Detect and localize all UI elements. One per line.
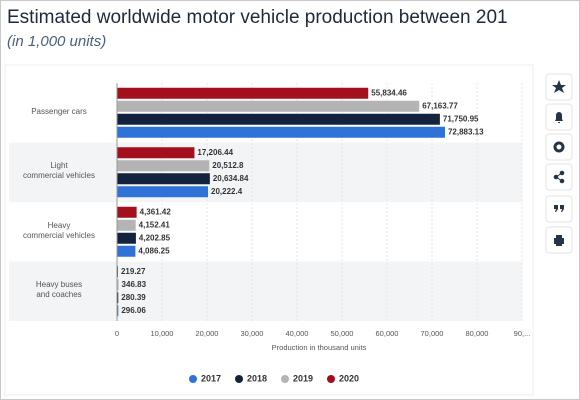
bar <box>117 173 210 185</box>
bar <box>117 292 119 304</box>
value-label: 55,834.46 <box>371 88 407 97</box>
x-tick-label: 30,000 <box>241 329 264 338</box>
band-shade <box>9 261 522 321</box>
x-tick-label: 80,000 <box>466 329 489 338</box>
value-label: 4,361.42 <box>140 207 172 216</box>
y-tick-label: Heavy buses and coaches <box>35 280 83 300</box>
value-label: 72,883.13 <box>448 127 484 136</box>
x-tick-label: 90,... <box>514 329 531 338</box>
plot-area <box>9 83 523 321</box>
legend-label: 2018 <box>247 373 267 383</box>
bar <box>117 305 119 317</box>
value-label: 20,634.84 <box>213 174 249 183</box>
value-label: 4,152.41 <box>139 220 171 229</box>
value-label: 20,222.4 <box>211 187 243 196</box>
value-label: 4,202.85 <box>139 233 171 242</box>
y-tick-label: Heavy commercial vehicles <box>22 220 96 240</box>
value-label: 4,086.25 <box>138 246 170 255</box>
value-label: 280.39 <box>121 293 146 302</box>
y-tick-label: Light commercial vehicles <box>22 161 96 181</box>
legend-label: 2020 <box>339 373 359 383</box>
gear-icon <box>553 141 565 153</box>
x-tick-label: 20,000 <box>196 329 219 338</box>
value-label: 71,750.95 <box>443 114 479 123</box>
x-tick-label: 70,000 <box>421 329 444 338</box>
chart-title: Estimated worldwide motor vehicle produc… <box>7 7 508 28</box>
bar <box>117 160 210 172</box>
bar <box>117 87 369 99</box>
value-label: 17,206.44 <box>197 148 233 157</box>
share-button[interactable] <box>545 163 573 191</box>
x-axis-title: Production in thousand units <box>272 343 367 352</box>
sidebar <box>545 73 573 254</box>
bell-icon <box>555 112 563 123</box>
legend-marker <box>281 375 289 383</box>
quote-icon <box>554 205 564 212</box>
legend-marker <box>189 375 197 383</box>
cite-button[interactable] <box>545 195 573 223</box>
bar <box>117 279 119 291</box>
legend: 2017 2018 2019 2020 <box>189 373 359 383</box>
bar <box>117 232 136 244</box>
legend-label: 2017 <box>201 373 221 383</box>
bar <box>117 100 420 112</box>
bar <box>117 219 136 231</box>
value-label: 296.06 <box>121 306 146 315</box>
value-label: 67,163.77 <box>422 101 458 110</box>
bar <box>117 113 440 125</box>
x-tick-label: 10,000 <box>151 329 174 338</box>
x-tick-label: 50,000 <box>331 329 354 338</box>
star-icon <box>552 80 566 93</box>
chart-subtitle: (in 1,000 units) <box>7 33 106 50</box>
bar <box>117 186 209 198</box>
share-icon <box>553 170 565 184</box>
band-shade <box>9 142 522 202</box>
value-label: 20,512.8 <box>212 161 244 170</box>
legend-marker <box>235 375 243 383</box>
x-tick-label: 60,000 <box>376 329 399 338</box>
bar <box>117 206 137 218</box>
print-icon <box>554 235 564 246</box>
bar <box>117 126 445 138</box>
value-label: 219.27 <box>121 267 146 276</box>
x-tick-label: 0 <box>115 329 119 338</box>
x-tick-label: 40,000 <box>286 329 309 338</box>
y-tick-label: Passenger cars <box>31 106 87 116</box>
legend-marker <box>327 375 335 383</box>
bar <box>117 147 195 159</box>
value-label: 346.83 <box>122 280 147 289</box>
legend-label: 2019 <box>293 373 313 383</box>
settings-button[interactable] <box>545 133 573 161</box>
bar <box>117 245 136 257</box>
